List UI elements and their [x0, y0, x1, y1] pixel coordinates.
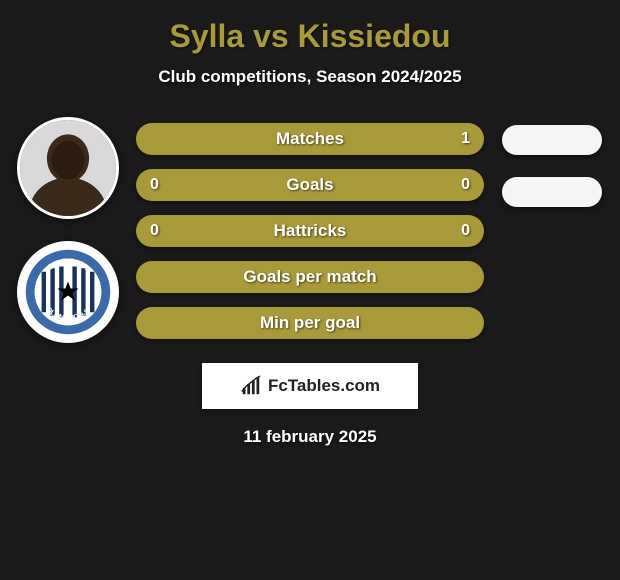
stat-value-right: 1: [461, 130, 470, 148]
date-text: 11 february 2025: [0, 427, 620, 447]
brand-text: FcTables.com: [268, 376, 380, 396]
stat-label: Goals per match: [243, 267, 376, 287]
brand-footer[interactable]: FcTables.com: [202, 363, 418, 409]
stat-bar-goals: 0 Goals 0: [136, 169, 484, 201]
page-subtitle: Club competitions, Season 2024/2025: [0, 67, 620, 87]
right-column: [492, 117, 612, 207]
blank-oval: [502, 125, 602, 155]
stat-label: Matches: [276, 129, 344, 149]
stat-bar-matches: Matches 1: [136, 123, 484, 155]
main-row: SK SIGMA OLOMOUC a.s. Matches 1 0 Goals …: [0, 117, 620, 343]
stat-value-left: 0: [150, 176, 159, 194]
stat-label: Goals: [286, 175, 333, 195]
stats-column: Matches 1 0 Goals 0 0 Hattricks 0 Goals …: [128, 117, 492, 339]
stat-bar-min-per-goal: Min per goal: [136, 307, 484, 339]
page-title: Sylla vs Kissiedou: [0, 18, 620, 55]
stat-value-right: 0: [461, 176, 470, 194]
club-badge: SK SIGMA OLOMOUC a.s.: [17, 241, 119, 343]
stat-bar-hattricks: 0 Hattricks 0: [136, 215, 484, 247]
stat-label: Hattricks: [274, 221, 347, 241]
blank-oval: [502, 177, 602, 207]
stat-label: Min per goal: [260, 313, 360, 333]
club-badge-icon: SK SIGMA OLOMOUC a.s.: [24, 248, 112, 336]
left-column: SK SIGMA OLOMOUC a.s.: [8, 117, 128, 343]
stat-value-left: 0: [150, 222, 159, 240]
stat-bar-goals-per-match: Goals per match: [136, 261, 484, 293]
stat-value-right: 0: [461, 222, 470, 240]
avatar-placeholder-icon: [20, 120, 116, 216]
player-avatar: [17, 117, 119, 219]
comparison-card: Sylla vs Kissiedou Club competitions, Se…: [0, 0, 620, 457]
chart-icon: [240, 375, 262, 397]
